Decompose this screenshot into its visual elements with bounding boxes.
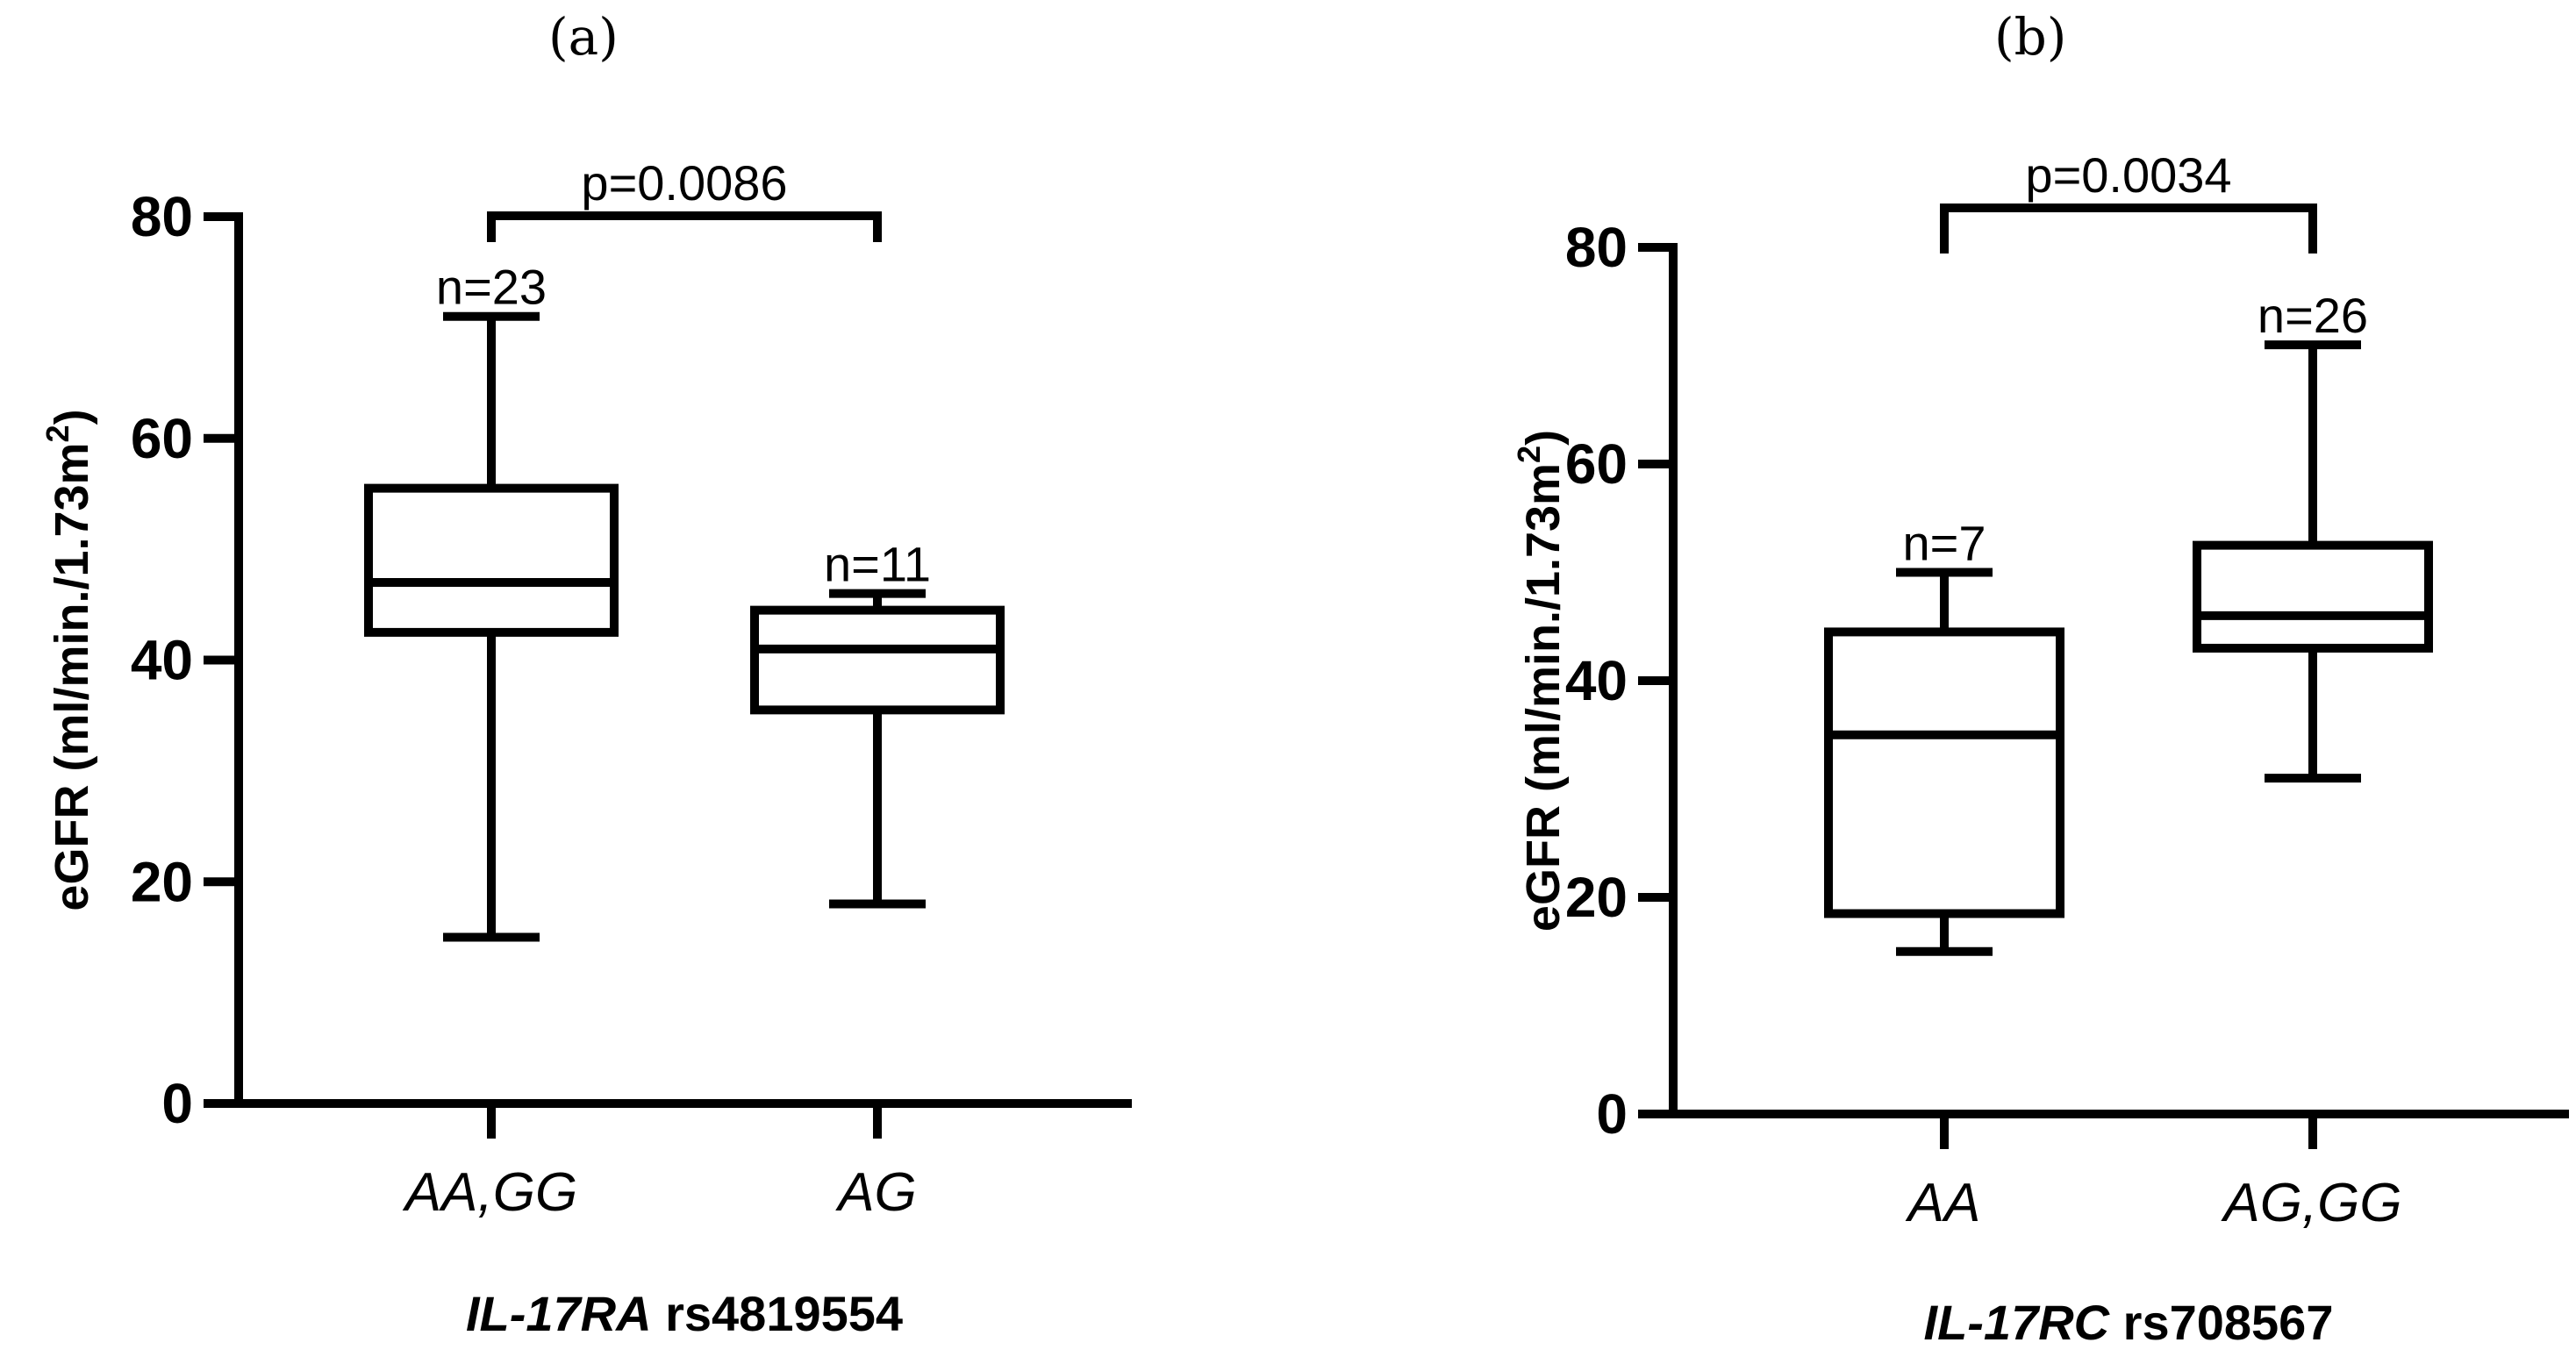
p-value-label: p=0.0086	[581, 155, 787, 211]
y-axis-label: eGFR (ml/min./1.73m2)	[39, 409, 98, 911]
chart-panel-a: 0 20 40 60 80 AA,GG AG n=23 n=11 p=0.0086 eGFR (ml…	[39, 155, 1132, 1341]
box-iqr	[364, 483, 619, 637]
y-axis-label: eGFR (ml/min./1.73m2)	[1511, 430, 1570, 932]
y-tick-label: 40	[1565, 649, 1628, 712]
panel-a-label: (a)	[548, 7, 619, 67]
x-tick-label: AG,GG	[2220, 1173, 2401, 1233]
n-label: n=7	[1903, 516, 1986, 571]
y-tick-label: 40	[131, 629, 193, 692]
chart-panel-b: 0 20 40 60 80 AA AG,GG n=7 n=26 p=0.0034 eGFR (ml/…	[1511, 147, 2569, 1350]
p-value-label: p=0.0034	[2025, 147, 2231, 203]
n-label: n=26	[2258, 288, 2368, 343]
significance-bracket	[487, 211, 882, 242]
x-tick-label: AG	[834, 1162, 917, 1223]
y-tick-label: 20	[1565, 866, 1628, 929]
y-tick-label: 80	[1565, 216, 1628, 279]
box-iqr	[1824, 627, 2064, 918]
x-axis-label: IL-17RC rs708567	[1924, 1295, 2334, 1350]
box-iqr	[750, 605, 1005, 715]
significance-bracket	[1940, 204, 2317, 254]
x-axis-label: IL-17RA rs4819554	[466, 1286, 903, 1341]
y-tick-label: 0	[161, 1072, 193, 1135]
y-tick-label: 60	[131, 407, 193, 470]
n-label: n=23	[436, 260, 547, 315]
y-tick-label: 80	[131, 185, 193, 248]
x-tick-label: AA	[1905, 1173, 1981, 1233]
y-tick-label: 0	[1596, 1082, 1628, 1146]
n-label: n=11	[824, 537, 931, 592]
box-iqr	[2193, 540, 2433, 653]
x-tick-label: AA,GG	[402, 1162, 577, 1223]
y-tick-label: 20	[131, 850, 193, 913]
y-tick-label: 60	[1565, 432, 1628, 496]
panel-b-label: (b)	[1994, 7, 2067, 67]
